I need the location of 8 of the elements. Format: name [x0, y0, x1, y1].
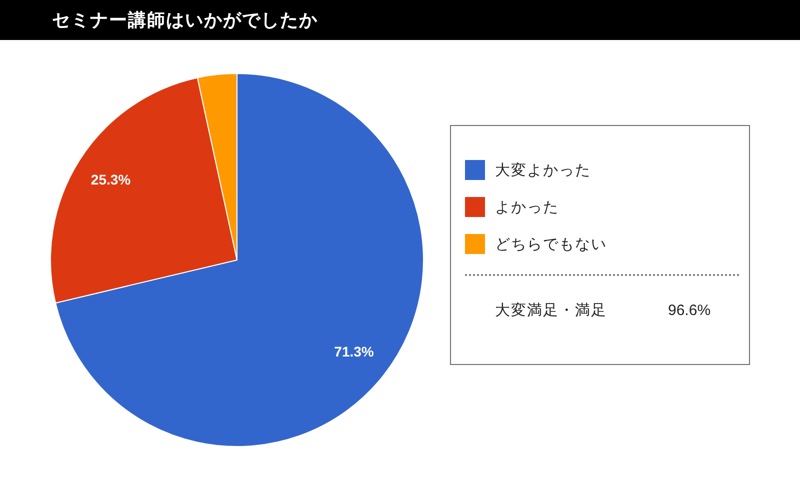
text: 大変満足・満足 — [495, 301, 607, 321]
legend-label: よかった — [495, 198, 559, 216]
legend-label: どちらでもない — [495, 234, 607, 254]
data-label: 25.3% — [90, 171, 132, 188]
text: 96.6% — [668, 301, 711, 321]
data-label: 71.3% — [334, 343, 374, 360]
legend-label: 大変よかった — [495, 160, 591, 180]
chart-title: セミナー講師はいかがでしたか — [52, 9, 318, 31]
